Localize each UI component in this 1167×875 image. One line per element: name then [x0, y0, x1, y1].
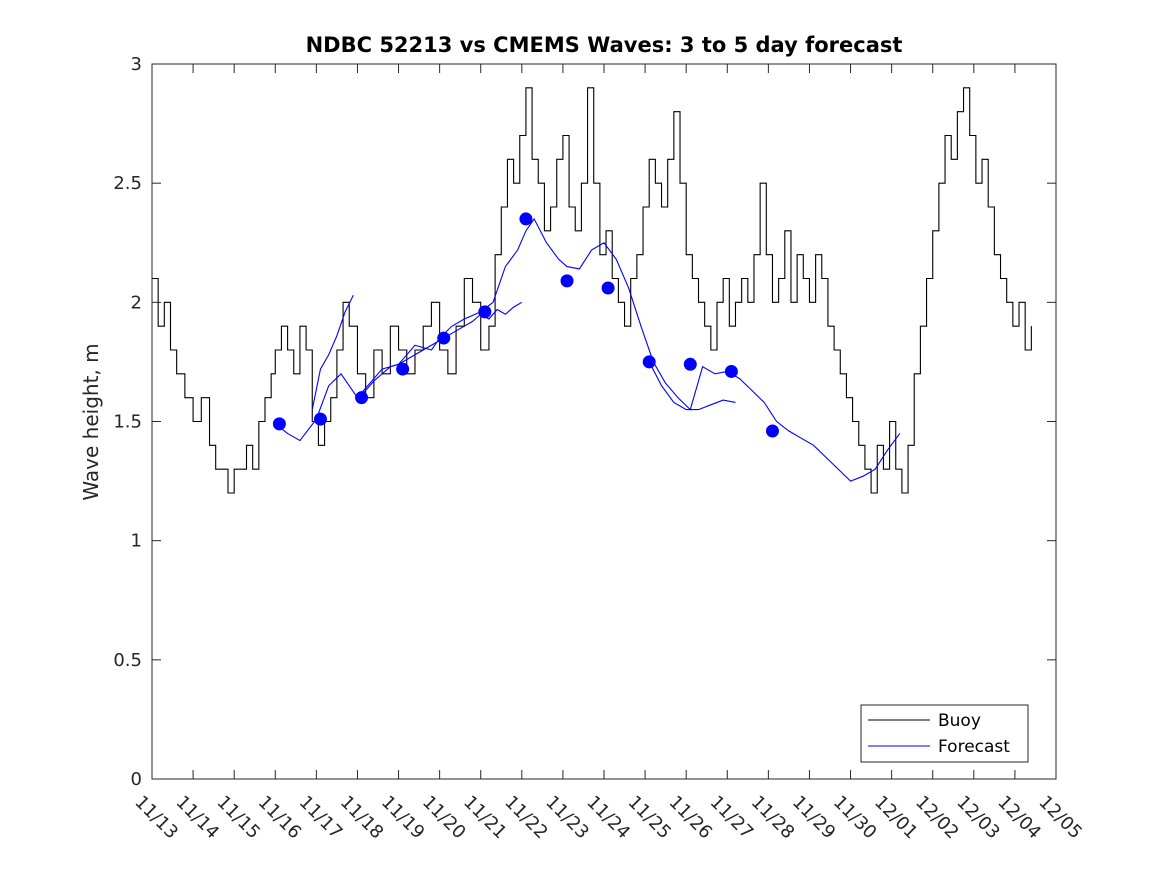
chart-title: NDBC 52213 vs CMEMS Waves: 3 to 5 day fo…: [306, 33, 903, 57]
x-tick-label: 11/19: [377, 792, 429, 844]
y-tick-label: 1.5: [113, 412, 142, 433]
x-tick-label: 12/05: [1034, 792, 1086, 844]
x-tick-label: 11/20: [418, 792, 470, 844]
forecast-segment-line: [311, 294, 354, 410]
legend-box: [860, 704, 1029, 763]
y-tick-label: 2: [131, 292, 142, 313]
x-tick-label: 12/02: [911, 792, 963, 844]
forecast-marker: [272, 417, 286, 431]
x-tick-label: 11/26: [665, 792, 717, 844]
x-tick-label: 11/16: [254, 792, 306, 844]
x-tick-label: 11/22: [500, 792, 552, 844]
forecast-markers: [272, 212, 779, 438]
y-axis-label: Wave height, m: [79, 343, 103, 500]
forecast-series-line: [274, 217, 901, 482]
forecast-segment-line: [648, 361, 736, 411]
forecast-marker: [355, 391, 369, 405]
y-tick-label: 2.5: [113, 173, 142, 194]
x-tick-label: 11/14: [172, 792, 224, 844]
y-tick-label: 1: [131, 531, 142, 552]
x-tick-label: 11/23: [541, 792, 593, 844]
x-tick-label: 11/17: [295, 792, 347, 844]
plot-frame: [151, 63, 1057, 780]
legend-buoy-label: Buoy: [938, 711, 981, 731]
x-tick-label: 11/15: [213, 792, 265, 844]
forecast-marker: [683, 357, 697, 371]
buoy-series-line: [152, 87, 1032, 494]
legend-forecast-label: Forecast: [938, 737, 1010, 757]
x-tick-label: 12/01: [870, 792, 922, 844]
x-tick-label: 11/29: [788, 792, 840, 844]
x-tick-label: 11/28: [747, 792, 799, 844]
forecast-marker: [765, 424, 779, 438]
forecast-marker: [478, 305, 492, 319]
forecast-marker: [313, 412, 327, 426]
y-tick-label: 0: [131, 769, 142, 790]
x-tick-label: 11/13: [130, 792, 182, 844]
forecast-marker: [519, 212, 533, 226]
y-tick-label: 3: [131, 54, 142, 75]
forecast-marker: [642, 355, 656, 369]
x-tick-label: 12/03: [952, 792, 1004, 844]
x-tick-label: 11/24: [582, 792, 634, 844]
x-tick-label: 11/21: [459, 792, 511, 844]
forecast-marker: [396, 362, 410, 376]
x-tick-label: 11/27: [706, 792, 758, 844]
forecast-marker: [437, 331, 451, 345]
legend: Buoy Forecast: [860, 704, 1029, 763]
forecast-marker: [724, 364, 738, 378]
forecast-marker: [560, 274, 574, 288]
x-tick-label: 11/25: [624, 792, 676, 844]
forecast-marker: [601, 281, 615, 295]
y-tick-label: 0.5: [113, 650, 142, 671]
plot-background: [152, 64, 1056, 779]
x-tick-label: 12/04: [993, 792, 1045, 844]
x-tick-label: 11/30: [829, 792, 881, 844]
x-tick-label: 11/18: [336, 792, 388, 844]
